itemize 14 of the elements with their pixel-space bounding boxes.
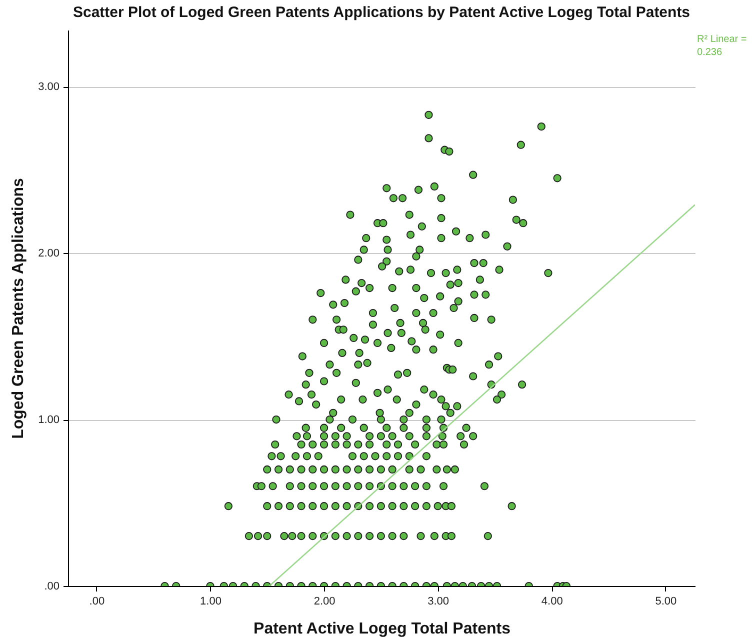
x-tick-label: 5.00 [655,596,677,608]
y-tick-label: 2.00 [38,248,60,260]
y-axis-title: Loged Green Patents Applications [10,178,28,439]
x-tick-label: 1.00 [200,596,222,608]
x-tick-label: 2.00 [314,596,336,608]
x-axis-title: Patent Active Logeg Total Patents [254,620,511,637]
chart-title: Scatter Plot of Loged Green Patents Applications by Patent Active Logeg Total Patents [72,4,690,21]
x-tick-label: 3.00 [428,596,450,608]
x-tick-label: .00 [89,596,105,608]
y-tick-label: .00 [44,580,60,592]
x-tick-label: 4.00 [541,596,563,608]
y-tick-label: 3.00 [38,81,60,94]
y-tick-label: 1.00 [38,414,60,426]
text: R² Linear = 0.236 [697,34,747,58]
